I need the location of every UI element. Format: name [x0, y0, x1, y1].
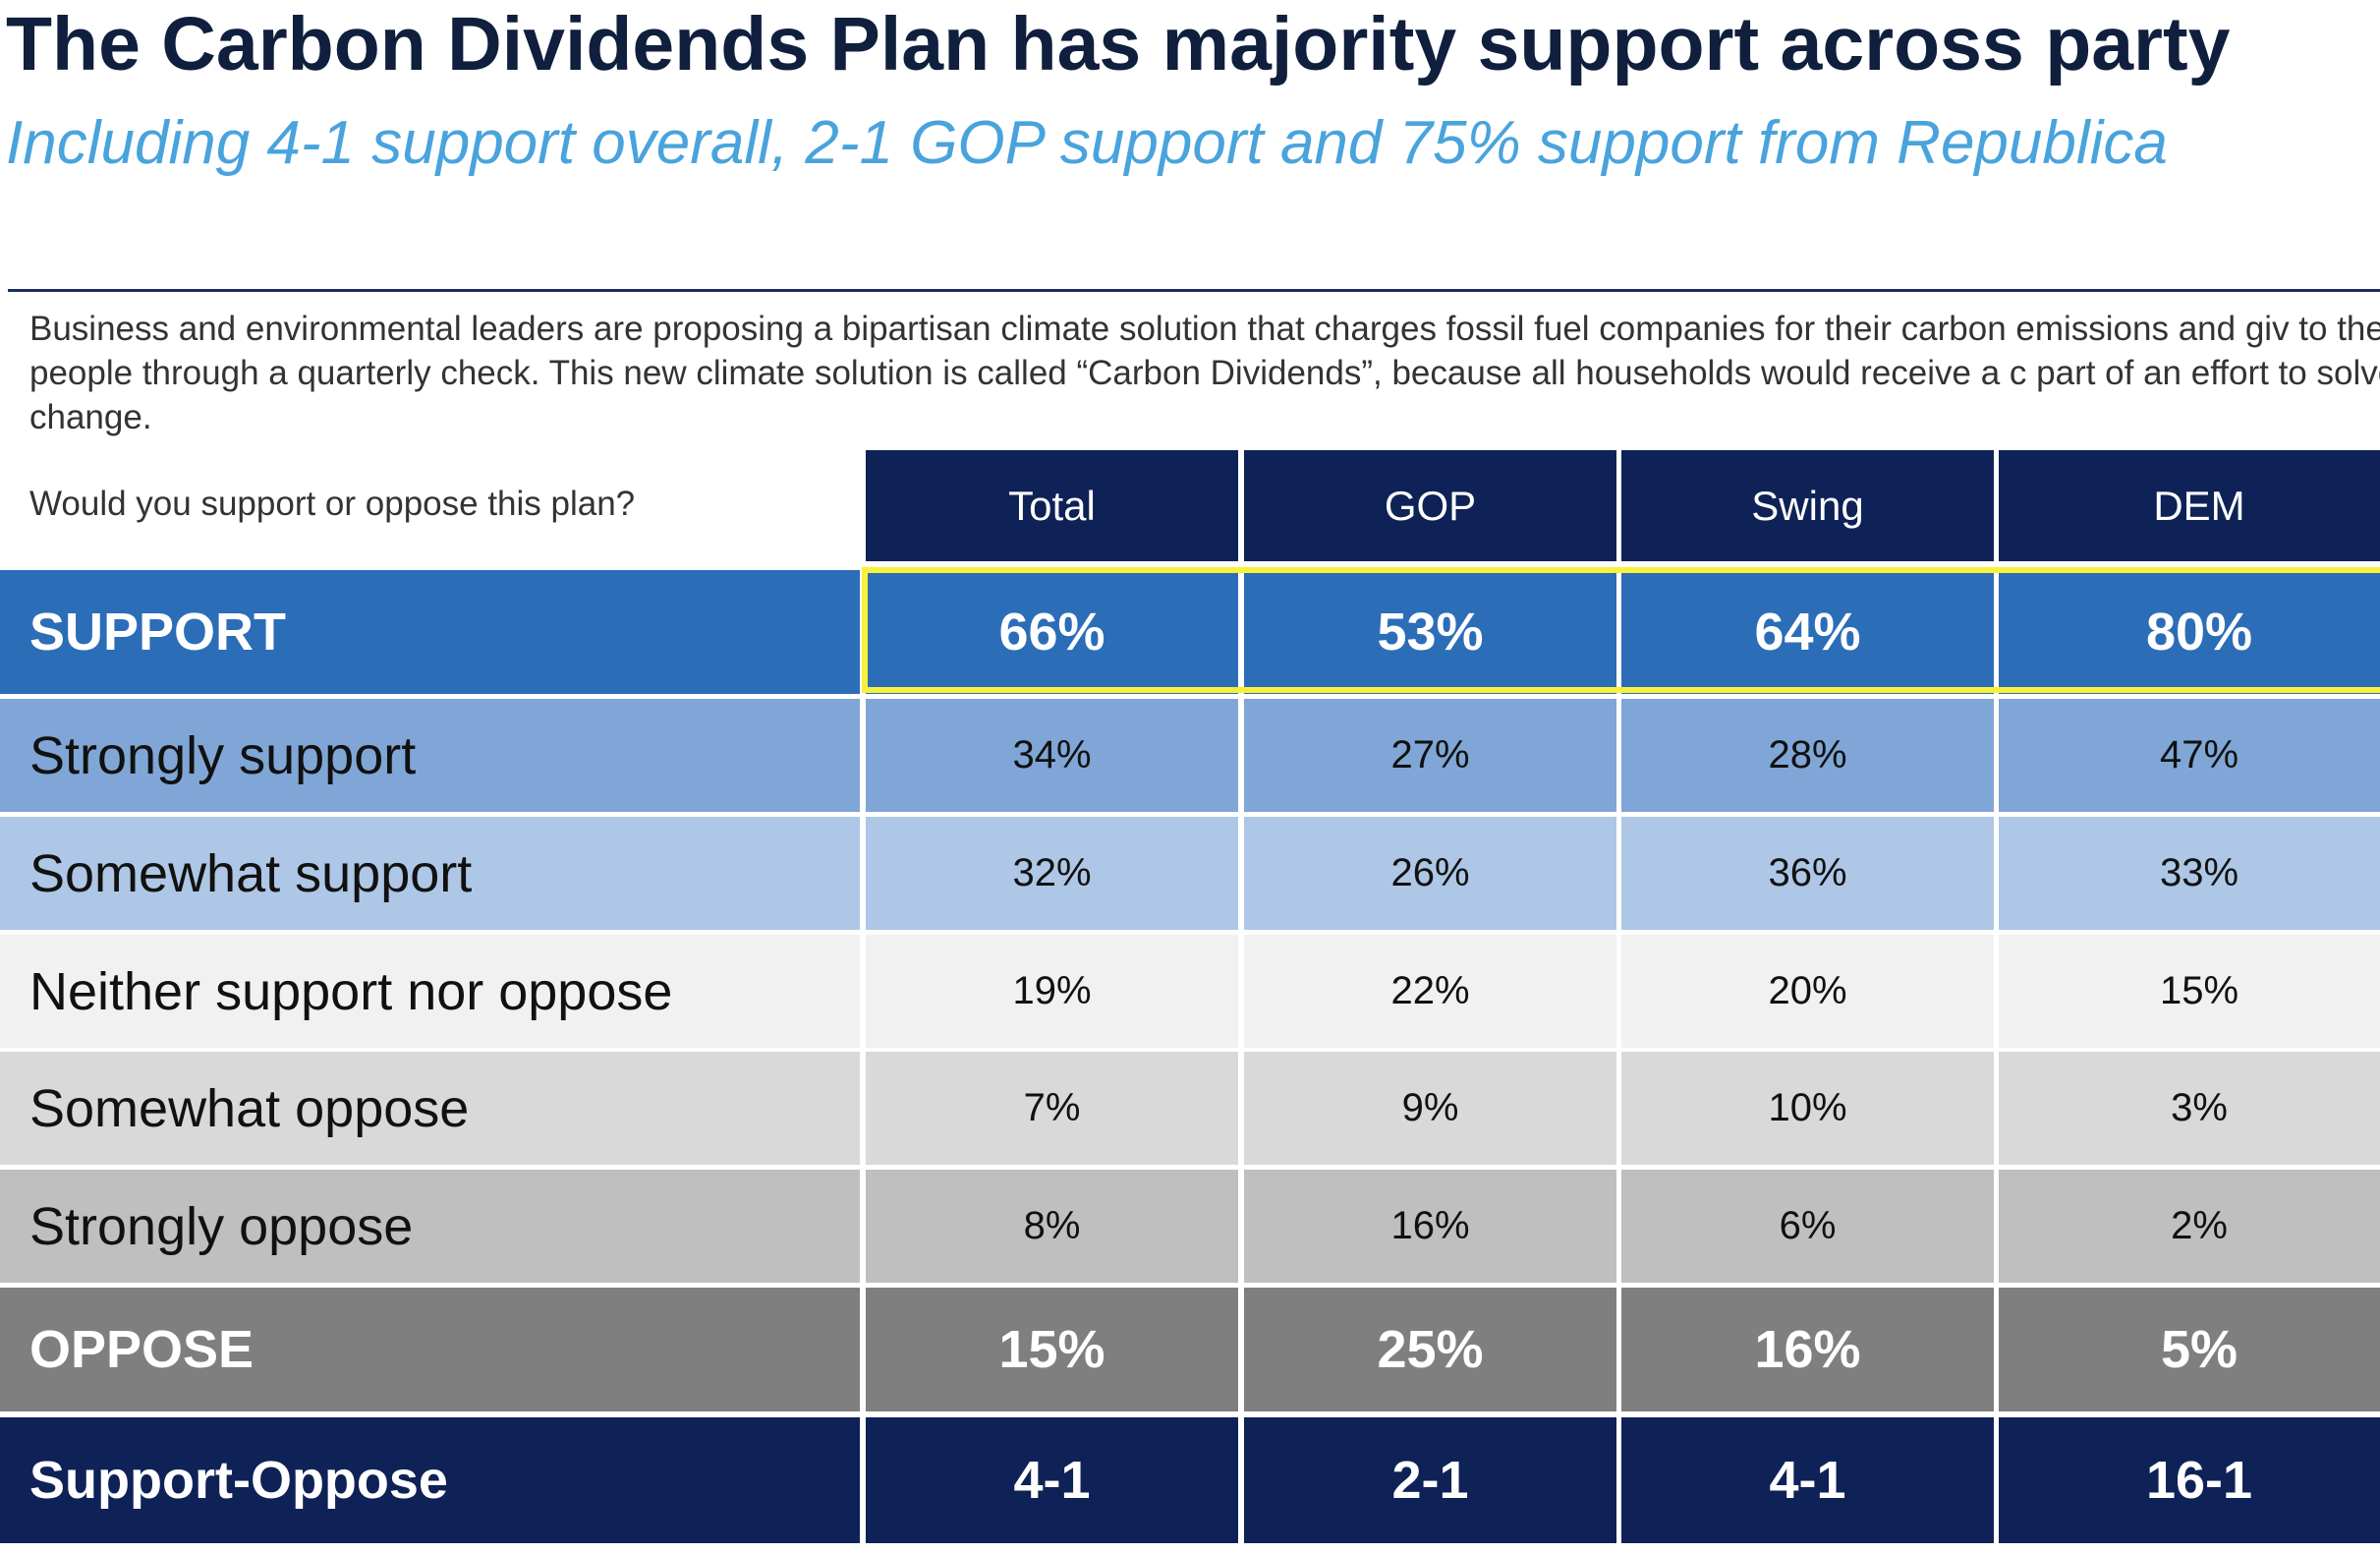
cell-support-oppose-gop: 2-1	[1244, 1417, 1616, 1543]
column-header-swing: Swing	[1621, 450, 1994, 561]
row-label-neither-support-nor-oppose: Neither support nor oppose	[0, 935, 860, 1048]
title-divider	[8, 289, 2380, 292]
cell-support-oppose-dem: 16-1	[1999, 1417, 2380, 1543]
cell-neither-support-nor-oppose-swing: 20%	[1621, 935, 1994, 1048]
cell-somewhat-support-total: 32%	[866, 817, 1238, 930]
cell-oppose-swing: 16%	[1621, 1288, 1994, 1411]
cell-strongly-oppose-swing: 6%	[1621, 1170, 1994, 1283]
cell-support-oppose-total: 4-1	[866, 1417, 1238, 1543]
cell-neither-support-nor-oppose-gop: 22%	[1244, 935, 1616, 1048]
cell-strongly-oppose-gop: 16%	[1244, 1170, 1616, 1283]
cell-strongly-support-swing: 28%	[1621, 699, 1994, 812]
cell-neither-support-nor-oppose-total: 19%	[866, 935, 1238, 1048]
row-label-strongly-support: Strongly support	[0, 699, 860, 812]
cell-somewhat-oppose-total: 7%	[866, 1052, 1238, 1165]
column-header-dem: DEM	[1999, 450, 2380, 561]
cell-strongly-support-dem: 47%	[1999, 699, 2380, 812]
row-label-oppose: OPPOSE	[0, 1288, 860, 1411]
cell-oppose-total: 15%	[866, 1288, 1238, 1411]
cell-support-total: 66%	[866, 570, 1238, 694]
row-label-somewhat-support: Somewhat support	[0, 817, 860, 930]
column-header-total: Total	[866, 450, 1238, 561]
cell-support-dem: 80%	[1999, 570, 2380, 694]
slide-subtitle: Including 4-1 support overall, 2-1 GOP s…	[6, 109, 2168, 177]
cell-somewhat-support-dem: 33%	[1999, 817, 2380, 930]
cell-somewhat-support-gop: 26%	[1244, 817, 1616, 930]
cell-support-oppose-swing: 4-1	[1621, 1417, 1994, 1543]
cell-strongly-support-total: 34%	[866, 699, 1238, 812]
row-label-strongly-oppose: Strongly oppose	[0, 1170, 860, 1283]
cell-somewhat-support-swing: 36%	[1621, 817, 1994, 930]
column-header-gop: GOP	[1244, 450, 1616, 561]
cell-strongly-oppose-dem: 2%	[1999, 1170, 2380, 1283]
cell-oppose-gop: 25%	[1244, 1288, 1616, 1411]
cell-somewhat-oppose-swing: 10%	[1621, 1052, 1994, 1165]
row-label-support-oppose: Support-Oppose	[0, 1417, 860, 1543]
slide-title: The Carbon Dividends Plan has majority s…	[6, 2, 2231, 86]
question-prompt: Would you support or oppose this plan?	[29, 485, 636, 523]
row-label-somewhat-oppose: Somewhat oppose	[0, 1052, 860, 1165]
question-text: Business and environmental leaders are p…	[29, 310, 2380, 436]
cell-support-swing: 64%	[1621, 570, 1994, 694]
cell-support-gop: 53%	[1244, 570, 1616, 694]
row-label-support: SUPPORT	[0, 570, 860, 694]
cell-neither-support-nor-oppose-dem: 15%	[1999, 935, 2380, 1048]
cell-strongly-oppose-total: 8%	[866, 1170, 1238, 1283]
cell-strongly-support-gop: 27%	[1244, 699, 1616, 812]
cell-oppose-dem: 5%	[1999, 1288, 2380, 1411]
cell-somewhat-oppose-gop: 9%	[1244, 1052, 1616, 1165]
cell-somewhat-oppose-dem: 3%	[1999, 1052, 2380, 1165]
